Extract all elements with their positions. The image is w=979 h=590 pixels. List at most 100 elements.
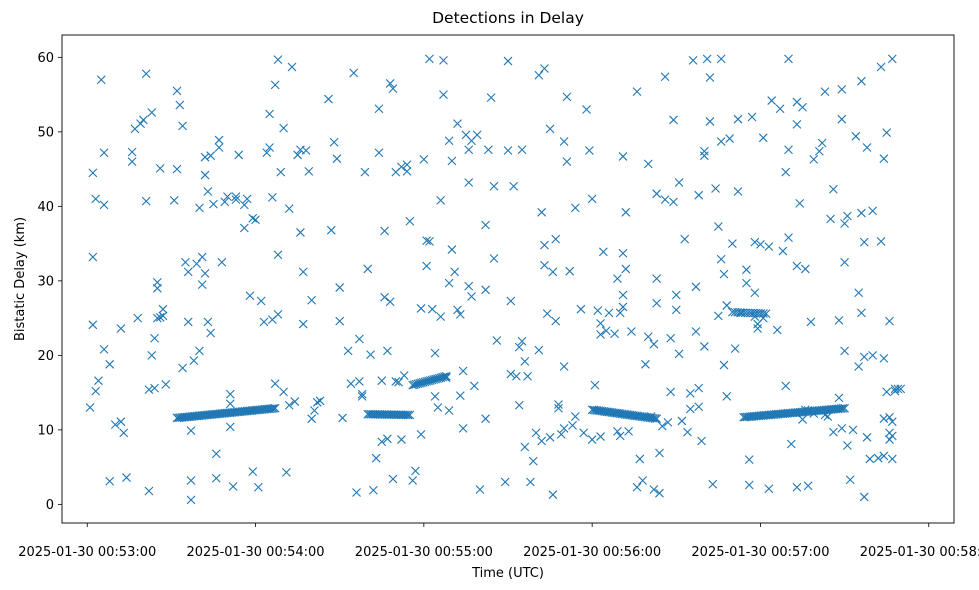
detection-point	[279, 387, 288, 397]
detection-point	[150, 383, 159, 393]
detection-point	[882, 387, 892, 397]
detection-point	[391, 377, 401, 386]
detection-point	[436, 373, 446, 383]
detection-point	[680, 234, 690, 244]
detection-point	[579, 428, 589, 438]
detection-point	[99, 200, 109, 210]
detection-point	[444, 136, 454, 146]
detection-point	[116, 417, 126, 427]
detection-point	[559, 137, 569, 146]
detection-point	[834, 393, 844, 403]
detection-point	[116, 324, 126, 333]
detection-point	[144, 486, 154, 496]
detection-point	[506, 296, 516, 306]
detection-point	[514, 400, 524, 410]
detection-point	[688, 55, 698, 65]
detection-point	[534, 345, 544, 355]
detection-point	[503, 146, 513, 155]
detection-point	[523, 371, 533, 381]
detection-point	[332, 154, 342, 164]
detection-point	[183, 317, 193, 327]
detection-point	[618, 248, 628, 258]
y-axis-label: Bistatic Delay (km)	[13, 217, 28, 341]
detection-point	[596, 318, 605, 328]
detection-point	[214, 143, 224, 152]
detection-point	[99, 345, 109, 354]
detection-point	[784, 145, 793, 155]
detection-point	[702, 54, 712, 64]
detection-point	[854, 362, 864, 371]
detection-point	[408, 380, 418, 390]
detection-point	[282, 467, 291, 477]
detection-point	[422, 377, 432, 386]
detection-point	[481, 414, 490, 424]
detection-point	[444, 406, 454, 415]
detection-point	[716, 137, 726, 146]
detection-point	[239, 200, 249, 210]
detection-point	[753, 324, 763, 333]
scatter-points	[85, 54, 906, 505]
detection-point	[587, 435, 597, 444]
detection-point	[388, 474, 398, 484]
detection-point	[728, 239, 737, 248]
detection-point	[424, 376, 433, 386]
detection-point	[335, 316, 345, 326]
detection-point	[730, 344, 740, 354]
detection-point	[685, 388, 695, 398]
detection-point	[411, 466, 420, 476]
detection-point	[413, 379, 423, 389]
detection-point	[576, 304, 586, 314]
detection-point	[307, 414, 317, 424]
detection-point	[119, 428, 129, 438]
detection-point	[472, 130, 482, 140]
detection-point	[122, 473, 131, 482]
detection-point	[397, 435, 406, 444]
detection-point	[798, 102, 807, 112]
detection-point	[251, 215, 260, 225]
detection-point	[742, 278, 751, 288]
detection-point	[632, 87, 642, 97]
detection-point	[666, 387, 676, 397]
detection-point	[601, 326, 611, 336]
detection-point	[371, 453, 381, 463]
detection-point	[610, 329, 619, 339]
detection-point	[455, 391, 465, 400]
detection-point	[697, 436, 706, 446]
detection-point	[94, 376, 103, 386]
detection-point	[756, 239, 765, 249]
detection-point	[509, 181, 518, 191]
detection-point	[312, 397, 322, 407]
detection-point	[450, 267, 460, 277]
detection-point	[382, 434, 392, 444]
detection-point	[859, 492, 869, 502]
detection-point	[401, 410, 411, 420]
detection-point	[284, 400, 294, 410]
y-tick-label: 20	[37, 349, 54, 364]
detection-point	[542, 309, 552, 319]
detection-point	[587, 194, 597, 204]
detection-point	[172, 164, 182, 174]
detection-point	[105, 359, 115, 369]
detection-point	[147, 350, 157, 360]
detection-point	[422, 261, 432, 271]
detection-point	[438, 372, 448, 382]
detection-point	[483, 145, 493, 155]
detection-point	[705, 117, 715, 126]
detection-point	[239, 223, 249, 233]
detection-point	[408, 476, 418, 485]
detection-point	[245, 291, 255, 301]
detection-point	[674, 349, 684, 359]
detection-point	[405, 216, 415, 226]
detection-point	[843, 211, 852, 221]
detection-point	[750, 288, 760, 298]
detection-point	[882, 128, 892, 137]
detection-point	[803, 481, 813, 491]
detection-point	[270, 379, 280, 389]
detection-point	[691, 327, 701, 336]
detection-point	[840, 403, 849, 413]
detection-point	[568, 421, 577, 430]
detection-point	[324, 94, 333, 104]
detection-point	[570, 412, 580, 421]
detection-point	[441, 371, 451, 381]
